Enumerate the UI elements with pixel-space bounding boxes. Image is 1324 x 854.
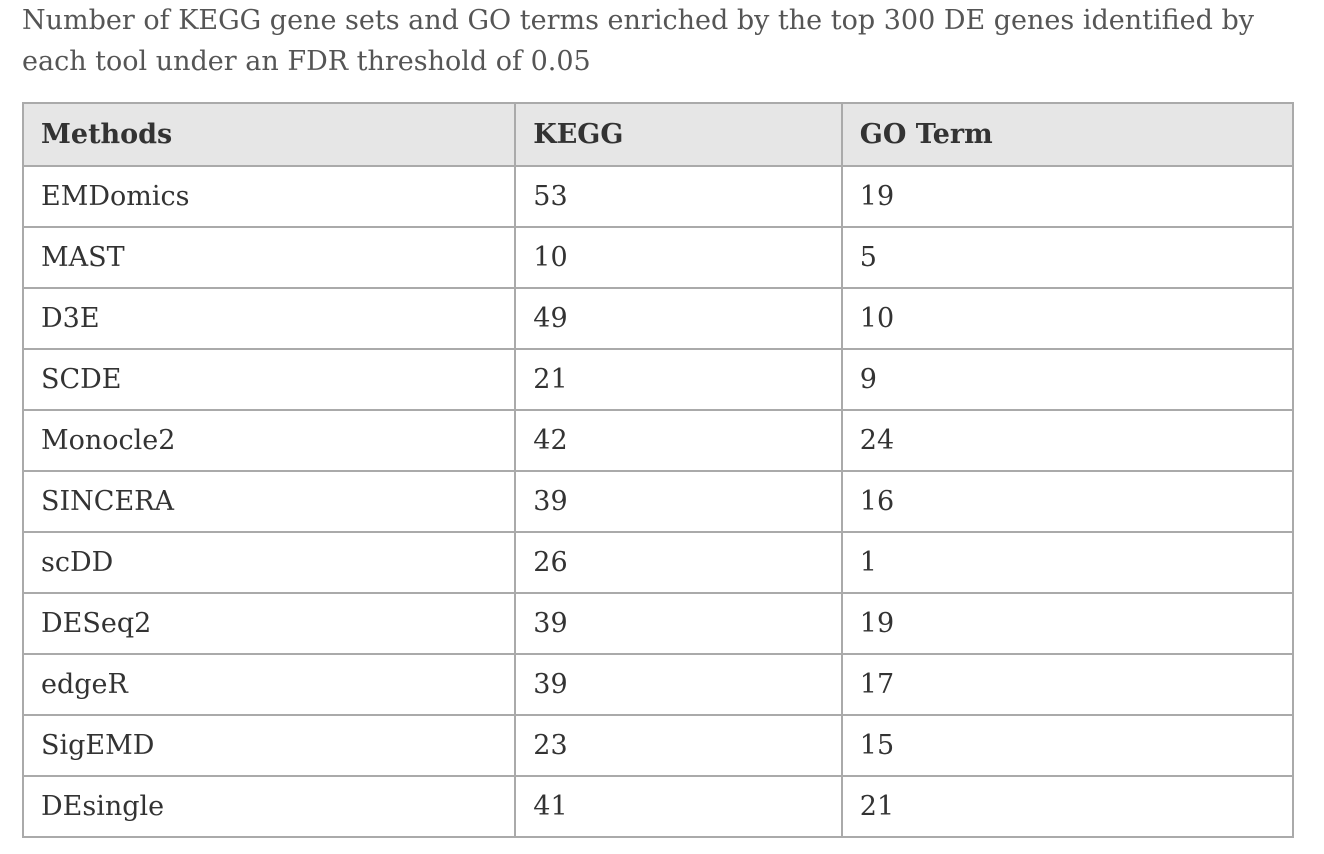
cell-method: SigEMD bbox=[21, 714, 517, 777]
cell-kegg: 26 bbox=[514, 531, 843, 594]
cell-method: D3E bbox=[21, 287, 517, 350]
cell-method: EMDomics bbox=[21, 165, 517, 228]
table-row: D3E 49 10 bbox=[21, 287, 1295, 350]
table-row: DEsingle 41 21 bbox=[21, 775, 1295, 838]
cell-kegg: 23 bbox=[514, 714, 843, 777]
cell-go-term: 16 bbox=[840, 470, 1295, 533]
cell-go-term: 15 bbox=[840, 714, 1295, 777]
header-go-term: GO Term bbox=[840, 102, 1295, 167]
table-row: DESeq2 39 19 bbox=[21, 592, 1295, 655]
cell-go-term: 24 bbox=[840, 409, 1295, 472]
cell-kegg: 49 bbox=[514, 287, 843, 350]
table-caption: Number of KEGG gene sets and GO terms en… bbox=[22, 5, 1254, 77]
table-row: MAST 10 5 bbox=[21, 226, 1295, 289]
cell-go-term: 21 bbox=[840, 775, 1295, 838]
cell-method: MAST bbox=[21, 226, 517, 289]
table-row: scDD 26 1 bbox=[21, 531, 1295, 594]
cell-method: Monocle2 bbox=[21, 409, 517, 472]
cell-go-term: 10 bbox=[840, 287, 1295, 350]
table-row: SigEMD 23 15 bbox=[21, 714, 1295, 777]
cell-go-term: 19 bbox=[840, 165, 1295, 228]
table-row: SINCERA 39 16 bbox=[21, 470, 1295, 533]
cell-kegg: 42 bbox=[514, 409, 843, 472]
cell-kegg: 41 bbox=[514, 775, 843, 838]
cell-method: SINCERA bbox=[21, 470, 517, 533]
cell-go-term: 5 bbox=[840, 226, 1295, 289]
cell-method: scDD bbox=[21, 531, 517, 594]
cell-kegg: 39 bbox=[514, 653, 843, 716]
cell-go-term: 1 bbox=[840, 531, 1295, 594]
cell-method: DEsingle bbox=[21, 775, 517, 838]
results-table-container: Methods KEGG GO Term EMDomics 53 19 MAST… bbox=[21, 102, 1295, 838]
cell-go-term: 9 bbox=[840, 348, 1295, 411]
table-header-row: Methods KEGG GO Term bbox=[21, 102, 1295, 167]
cell-kegg: 21 bbox=[514, 348, 843, 411]
cell-go-term: 19 bbox=[840, 592, 1295, 655]
table-row: edgeR 39 17 bbox=[21, 653, 1295, 716]
header-kegg: KEGG bbox=[514, 102, 843, 167]
cell-go-term: 17 bbox=[840, 653, 1295, 716]
results-table: Methods KEGG GO Term EMDomics 53 19 MAST… bbox=[21, 102, 1295, 838]
cell-method: DESeq2 bbox=[21, 592, 517, 655]
cell-kegg: 10 bbox=[514, 226, 843, 289]
table-row: Monocle2 42 24 bbox=[21, 409, 1295, 472]
header-methods: Methods bbox=[21, 102, 517, 167]
table-row: SCDE 21 9 bbox=[21, 348, 1295, 411]
table-row: EMDomics 53 19 bbox=[21, 165, 1295, 228]
cell-method: SCDE bbox=[21, 348, 517, 411]
cell-method: edgeR bbox=[21, 653, 517, 716]
cell-kegg: 39 bbox=[514, 592, 843, 655]
cell-kegg: 39 bbox=[514, 470, 843, 533]
cell-kegg: 53 bbox=[514, 165, 843, 228]
